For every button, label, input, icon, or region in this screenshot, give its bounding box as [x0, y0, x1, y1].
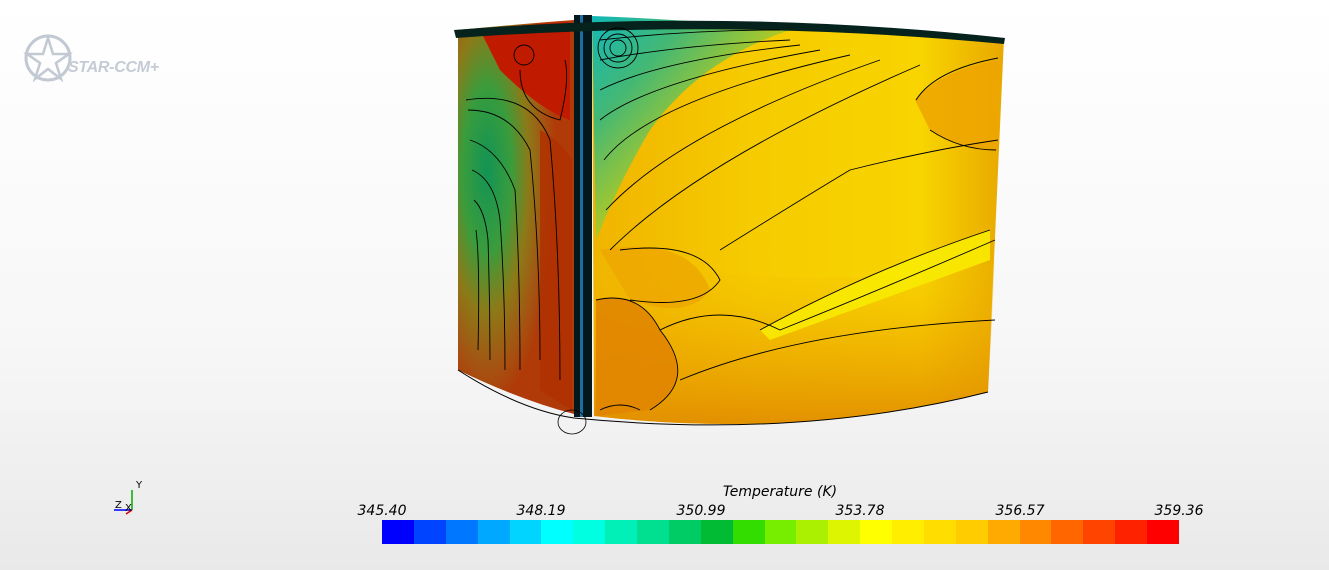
hot-region-bottom [596, 298, 678, 416]
color-bar-swatch [828, 520, 861, 544]
color-bar-swatch [541, 520, 574, 544]
legend-tick: 345.40 [357, 503, 407, 519]
legend-tick: 348.19 [516, 503, 566, 519]
color-bar-swatch [509, 520, 542, 544]
cool-streak [760, 230, 990, 340]
cylinder-bottom-edge [457, 369, 989, 426]
axis-y-label: Y [136, 480, 143, 491]
color-bar [382, 520, 1179, 544]
color-bar-swatch [1019, 520, 1052, 544]
legend-tick: 353.78 [835, 503, 885, 519]
color-bar-swatch [700, 520, 733, 544]
color-bar-swatch [605, 520, 637, 544]
star-ccm-logo-icon [22, 33, 74, 83]
color-bar-swatch [892, 520, 924, 544]
axis-z-label: Z [115, 500, 122, 511]
color-bar-swatch [477, 520, 510, 544]
color-bar-swatch [987, 520, 1020, 544]
color-bar-swatch [1147, 520, 1179, 544]
probe-marker[interactable] [557, 409, 587, 435]
legend-tick: 359.36 [1154, 503, 1204, 519]
axes-triad: Y Z X [106, 480, 146, 516]
hot-region-left-edge [540, 130, 572, 410]
star-ccm-logo: STAR-CCM+ [22, 30, 212, 88]
color-bar-swatch [796, 520, 829, 544]
cold-region-upper [592, 16, 790, 240]
color-bar-swatch [732, 520, 765, 544]
color-bar-swatch [445, 520, 478, 544]
color-bar-swatch [1083, 520, 1116, 544]
axis-x-label: X [125, 503, 132, 514]
legend-tick: 350.99 [676, 503, 726, 519]
logo-text: STAR-CCM+ [68, 59, 159, 76]
hot-region-left [480, 22, 570, 120]
color-bar-swatch [860, 520, 892, 544]
color-bar-swatch [637, 520, 669, 544]
color-bar-swatch [1115, 520, 1147, 544]
temperature-contours [465, 27, 999, 411]
legend-tick: 356.57 [995, 503, 1045, 519]
color-bar-swatch [668, 520, 701, 544]
color-bar-swatch [1051, 520, 1084, 544]
cylinder-seam-highlight [580, 15, 583, 417]
color-bar-swatch [382, 520, 414, 544]
cylinder-top-rim [454, 20, 1005, 44]
legend-title: Temperature (K) [722, 484, 838, 500]
color-bar-swatch [764, 520, 797, 544]
hot-region-right [915, 60, 1000, 150]
axes-triad-icon [114, 490, 133, 515]
color-bar-swatch [413, 520, 446, 544]
color-bar-swatch [923, 520, 956, 544]
warm-band [600, 246, 710, 308]
color-bar-swatch [573, 520, 606, 544]
color-bar-swatch [955, 520, 988, 544]
